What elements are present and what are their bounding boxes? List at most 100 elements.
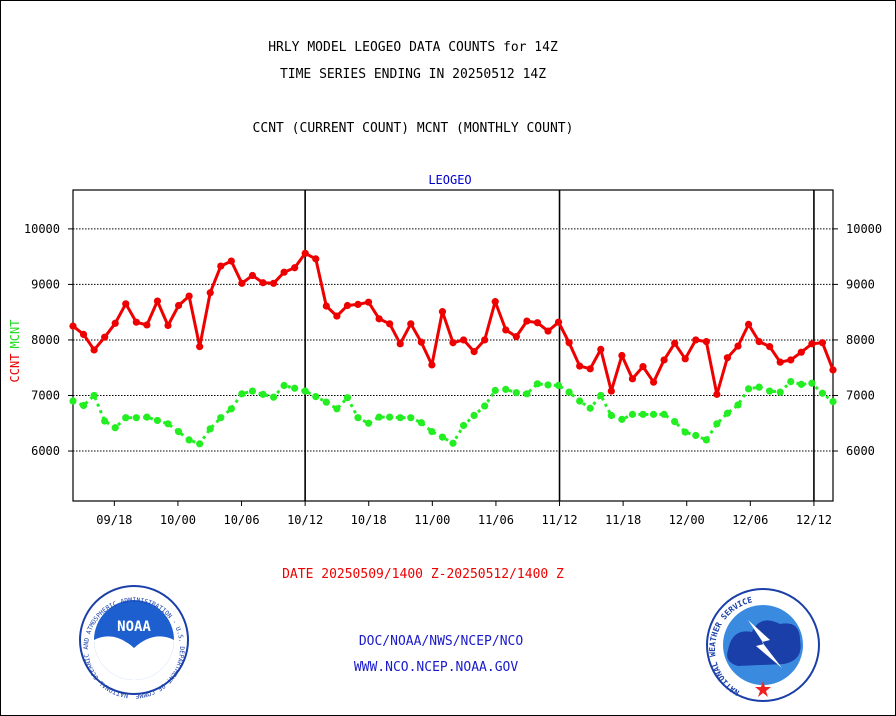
mcnt-point xyxy=(174,427,183,436)
ccnt-point xyxy=(713,390,721,398)
ccnt-point xyxy=(417,338,425,346)
mcnt-point xyxy=(248,387,257,395)
ccnt-point xyxy=(343,301,352,310)
mcnt-point xyxy=(755,383,763,391)
ccnt-point xyxy=(122,300,130,308)
ccnt-point xyxy=(69,322,77,330)
y-axis-left-ticks: 6000 7000 8000 9000 10000 xyxy=(24,222,73,458)
mcnt-point xyxy=(481,402,489,410)
mcnt-point xyxy=(90,391,98,400)
ccnt-point xyxy=(438,308,447,316)
mcnt-point xyxy=(227,405,235,413)
cloud-icon xyxy=(727,620,801,666)
y-tick-label-right: 8000 xyxy=(846,333,875,347)
mcnt-point xyxy=(713,420,721,428)
ccnt-point xyxy=(671,339,679,347)
ccnt-point xyxy=(386,320,394,328)
ccnt-point xyxy=(280,268,288,276)
ccnt-point xyxy=(660,356,668,364)
mcnt-point xyxy=(386,413,394,421)
mcnt-point xyxy=(607,411,615,420)
ccnt-point xyxy=(111,319,119,327)
ccnt-point xyxy=(248,271,257,280)
ccnt-point xyxy=(512,333,520,341)
nws-logo: NATIONAL WEATHER SERVICE xyxy=(706,588,820,702)
mcnt-point xyxy=(343,394,352,402)
y-tick-label-right: 9000 xyxy=(846,277,875,291)
plot-border xyxy=(72,189,834,502)
ccnt-point xyxy=(153,297,162,305)
y-tick-label-right: 10000 xyxy=(846,222,882,236)
ccnt-point xyxy=(618,351,626,360)
ccnt-point xyxy=(143,321,151,329)
y-tick-label-left: 8000 xyxy=(31,333,60,347)
ccnt-point xyxy=(301,249,309,257)
x-tick-label: 11/00 xyxy=(414,513,450,527)
y-tick-label-right: 7000 xyxy=(846,388,875,402)
ccnt-point xyxy=(185,292,193,300)
mcnt-point xyxy=(301,387,309,395)
mcnt-point xyxy=(734,401,742,409)
mcnt-point xyxy=(470,411,478,420)
series-mcnt xyxy=(69,377,837,448)
ccnt-point xyxy=(227,257,235,265)
x-tick-label: 12/12 xyxy=(796,513,832,527)
mcnt-point xyxy=(217,414,225,422)
ccnt-point xyxy=(132,318,140,326)
star-icon xyxy=(755,681,771,697)
plot-title: LEOGEO xyxy=(428,173,471,187)
mcnt-point xyxy=(533,380,542,388)
series-ccnt xyxy=(69,249,837,398)
mcnt-point xyxy=(417,419,425,427)
mcnt-point xyxy=(459,421,468,430)
x-tick-label: 11/06 xyxy=(478,513,514,527)
mcnt-point xyxy=(829,397,837,406)
x-tick-label: 10/18 xyxy=(351,513,387,527)
mcnt-point xyxy=(364,419,373,427)
x-tick-label: 11/12 xyxy=(541,513,577,527)
ccnt-line xyxy=(72,251,835,396)
mcnt-point xyxy=(723,409,732,417)
mcnt-point xyxy=(280,381,288,390)
ccnt-point xyxy=(312,255,320,263)
date-range: DATE 20250509/1400 Z-20250512/1400 Z xyxy=(282,567,564,582)
mcnt-point xyxy=(322,398,330,406)
noaa-logo-text: NOAA xyxy=(117,619,151,635)
ccnt-point xyxy=(723,354,732,362)
ccnt-point xyxy=(702,338,710,346)
y-tick-label-left: 6000 xyxy=(31,444,60,458)
mcnt-point xyxy=(259,390,267,398)
ccnt-point xyxy=(523,317,531,325)
ccnt-point xyxy=(164,321,172,330)
org-line: DOC/NOAA/NWS/NCEP/NCO xyxy=(359,634,524,649)
ccnt-point xyxy=(428,361,436,369)
ccnt-point xyxy=(681,355,689,363)
ccnt-point xyxy=(470,348,478,356)
noaa-gull-icon xyxy=(94,636,174,680)
x-tick-label: 10/12 xyxy=(287,513,323,527)
mcnt-point xyxy=(512,389,520,397)
ccnt-point xyxy=(407,320,415,328)
ccnt-point xyxy=(639,363,647,371)
chart-subtitle: CCNT (CURRENT COUNT) MCNT (MONTHLY COUNT… xyxy=(253,121,574,136)
mcnt-point xyxy=(797,380,805,388)
ccnt-point xyxy=(787,356,795,364)
ccnt-point xyxy=(818,339,827,347)
ccnt-point xyxy=(259,279,267,287)
ccnt-point xyxy=(766,343,774,351)
ccnt-point xyxy=(755,338,763,346)
mcnt-point xyxy=(565,388,573,396)
mcnt-point xyxy=(660,410,668,418)
ccnt-point xyxy=(322,302,330,310)
y-tick-label-left: 9000 xyxy=(31,277,60,291)
ccnt-point xyxy=(491,298,499,306)
ccnt-point xyxy=(607,387,615,395)
mcnt-point xyxy=(153,416,162,425)
ccnt-point xyxy=(269,279,278,287)
ccnt-point xyxy=(90,346,98,354)
mcnt-point xyxy=(375,413,383,421)
ccnt-point xyxy=(576,362,584,370)
ccnt-point xyxy=(544,327,552,335)
mcnt-point xyxy=(354,414,362,422)
